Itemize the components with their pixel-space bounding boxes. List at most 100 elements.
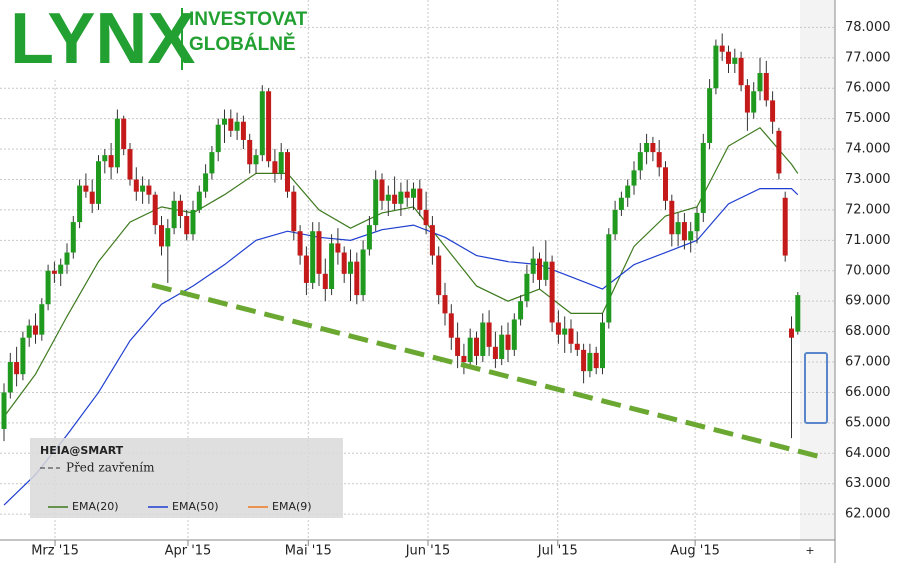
candle-body [329,243,335,290]
candle-body [726,51,731,64]
candle-body [127,149,133,180]
candle-body [417,188,423,210]
y-tick-label: 77.000 [845,50,891,65]
x-tick-label: Aug '15 [670,544,720,559]
candle-body [562,328,568,335]
candle-body [656,152,662,168]
candle-body [448,313,454,338]
y-tick-label: 62.000 [845,507,891,522]
candle-body [700,142,706,213]
candle-body [719,45,725,52]
candle-body [266,91,272,162]
candle-body [398,191,404,204]
candle-body [322,273,328,290]
candle-body [58,264,64,274]
candle-body [442,295,448,314]
candle-body [240,121,246,140]
candle-body [530,258,536,274]
highlight-box [804,352,828,424]
candle-body [744,85,750,113]
candle-body [108,155,114,168]
legend-label: EMA(9) [272,500,312,513]
candle-body [385,194,391,201]
candle-body [644,142,650,153]
candle-body [234,121,240,131]
candle-body [404,191,410,198]
candle-body [278,152,284,174]
y-tick-label: 70.000 [845,263,891,278]
candle-body [681,222,687,241]
candle-body [499,334,505,359]
candle-body [20,337,26,375]
candle-body [335,243,341,253]
candle-body [297,231,303,256]
candle-body [429,225,435,256]
candle-body [64,252,70,265]
legend-title: HEIA@SMART [40,444,124,457]
candle-body [247,139,253,165]
candle-body [467,337,473,363]
candle-body [436,255,442,296]
x-tick-label: Apr '15 [165,544,212,559]
candle-body [694,212,700,232]
candle-body [177,200,183,216]
candle-body [152,194,158,226]
candle-body [379,179,385,201]
logo-tagline: GLOBÁLNĚ [189,33,296,55]
candle-body [574,343,580,350]
candle-body [474,337,479,356]
candle-body [209,152,215,174]
candle-body [480,322,486,356]
candle-body [524,273,530,302]
candle-body [89,191,95,204]
candle-body [568,328,574,344]
candle-body [291,191,297,232]
candle-body [96,161,101,204]
x-tick-label: Mrz '15 [31,544,79,559]
legend-box [30,438,343,518]
candle-body [518,301,524,320]
candle-body [675,222,681,235]
candle-body [39,304,45,335]
candle-body [593,352,599,369]
y-tick-label: 67.000 [845,355,891,370]
candle-body [549,261,555,323]
candle-body [612,209,618,235]
candle-body [114,118,120,168]
x-tick-label: Jul '15 [537,544,578,559]
y-tick-label: 76.000 [845,81,891,96]
candle-body [26,325,32,338]
candle-body [505,334,511,350]
legend: HEIA@SMART Před zavřením EMA(20) EMA(50) E… [30,438,343,518]
candle-body [203,173,209,192]
candle-body [354,261,360,296]
candle-body [146,185,152,195]
candle-body [738,57,744,86]
candle-body [543,261,549,280]
candle-body [77,185,83,223]
candle-body [133,179,139,192]
y-tick-label: 71.000 [845,233,891,248]
candle-body [341,252,347,274]
y-tick-label: 72.000 [845,202,891,217]
legend-label: EMA(50) [172,500,219,513]
candle-body [637,152,643,171]
candle-body [461,355,467,363]
logo-tagline: INVESTOVAT [189,9,308,30]
candle-body [606,234,612,323]
scroll-marker: + [805,544,814,557]
candle-body [171,200,177,229]
candle-body [631,170,637,186]
candle-body [423,209,429,226]
y-tick-label: 73.000 [845,172,891,187]
candle-body [669,200,675,235]
candle-body [392,194,398,204]
candle-body [140,185,146,192]
candle-body [555,322,561,335]
logo-text: LYNX [10,0,195,79]
candle-body [455,337,461,356]
candle-body [411,188,416,198]
candle-body [70,222,76,253]
future-area [800,0,835,540]
